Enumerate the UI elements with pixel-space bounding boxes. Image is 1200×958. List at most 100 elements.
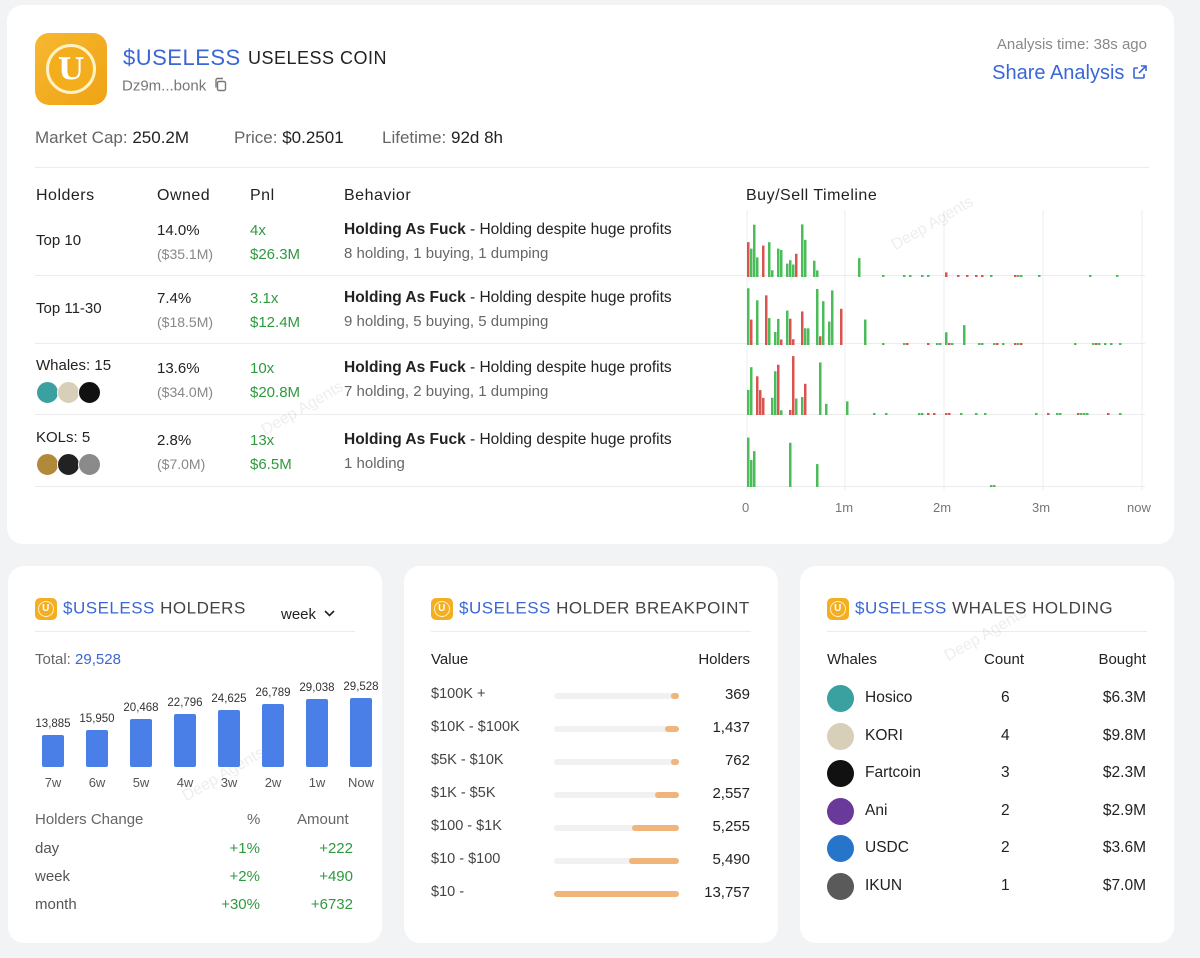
- sell-mark: [966, 275, 969, 277]
- token-symbol[interactable]: $USELESS: [123, 45, 241, 70]
- whale-count: 1: [1001, 877, 1010, 894]
- sell-mark: [957, 275, 960, 277]
- whale-count: 6: [1001, 689, 1010, 706]
- bp-bar-track: [554, 825, 679, 831]
- whale-bought: $9.8M: [1102, 726, 1146, 744]
- whale-bought: $7.0M: [1102, 877, 1146, 894]
- buy-mark: [813, 260, 816, 277]
- behavior-title: Holding As Fuck - Holding despite huge p…: [344, 289, 672, 306]
- behavior-summary: 1 holding: [344, 455, 405, 472]
- sell-mark: [1107, 413, 1110, 415]
- avatar[interactable]: [36, 453, 59, 476]
- whale-bought: $2.9M: [1102, 801, 1146, 819]
- token-logo: U: [35, 33, 107, 105]
- buy-mark: [1086, 413, 1089, 415]
- whale-avatar[interactable]: [827, 835, 854, 863]
- holders-bar[interactable]: [174, 713, 196, 767]
- kol-avatars[interactable]: [36, 453, 101, 476]
- sell-mark: [945, 413, 948, 415]
- avatar[interactable]: [78, 381, 101, 404]
- holders-bar[interactable]: [86, 729, 108, 767]
- bar-category-label: Now: [347, 775, 374, 790]
- bar-value-label: 15,950: [79, 712, 115, 725]
- buy-sell-timeline: [746, 210, 1143, 490]
- behavior-title: Holding As Fuck - Holding despite huge p…: [344, 221, 672, 238]
- bar-value-label: 26,789: [255, 687, 291, 700]
- holders-bar[interactable]: [130, 719, 152, 767]
- bp-holder-count: 369: [724, 686, 750, 703]
- buy-mark: [780, 410, 783, 415]
- holders-bar[interactable]: [42, 734, 64, 767]
- holders-bar[interactable]: [306, 699, 328, 767]
- buy-mark: [747, 437, 750, 487]
- avatar[interactable]: [78, 453, 101, 476]
- share-analysis-link[interactable]: Share Analysis: [992, 62, 1148, 86]
- pnl-usd: $20.8M: [250, 384, 301, 401]
- buy-mark: [753, 224, 756, 277]
- buy-mark: [1092, 343, 1095, 345]
- whale-name[interactable]: Ani: [865, 801, 888, 819]
- bp-range-label: $10 - $100: [431, 851, 501, 867]
- chevron-down-icon: [324, 604, 335, 621]
- whale-name[interactable]: Fartcoin: [865, 764, 921, 782]
- buy-mark: [777, 248, 780, 277]
- buy-mark: [990, 485, 993, 487]
- avatar[interactable]: [57, 381, 80, 404]
- buy-mark: [993, 343, 996, 345]
- sell-mark: [789, 318, 792, 345]
- sell-mark: [1020, 343, 1023, 345]
- change-amount: +222: [319, 840, 353, 857]
- bar-value-label: 29,528: [343, 681, 379, 694]
- buy-mark: [918, 413, 921, 415]
- buy-mark: [1119, 343, 1122, 345]
- whale-avatar[interactable]: [827, 760, 854, 788]
- col-timeline: Buy/Sell Timeline: [746, 187, 878, 204]
- buy-mark: [768, 242, 771, 277]
- behavior-summary: 9 holding, 5 buying, 5 dumping: [344, 313, 549, 330]
- buy-mark: [951, 343, 954, 345]
- holders-bar[interactable]: [350, 698, 372, 767]
- buy-mark: [1104, 343, 1107, 345]
- sell-mark: [819, 336, 822, 345]
- whale-name[interactable]: IKUN: [865, 877, 903, 894]
- sell-mark: [801, 311, 804, 345]
- sell-mark: [765, 295, 768, 345]
- holders-bar[interactable]: [218, 709, 240, 767]
- buy-mark: [774, 371, 777, 415]
- whale-name[interactable]: Hosico: [865, 689, 913, 706]
- buy-mark: [792, 264, 795, 277]
- change-amount: +6732: [310, 896, 353, 913]
- avatar[interactable]: [36, 381, 59, 404]
- behavior-summary: 8 holding, 1 buying, 1 dumping: [344, 245, 549, 262]
- copy-icon[interactable]: [213, 77, 228, 96]
- change-pct: +2%: [229, 868, 260, 885]
- buy-mark: [789, 260, 792, 277]
- price: Price: $0.2501: [234, 128, 344, 147]
- total-holders: Total: 29,528: [35, 651, 121, 668]
- period-select[interactable]: week: [281, 604, 335, 623]
- whale-avatars[interactable]: [36, 381, 101, 404]
- bp-range-label: $100K +: [431, 686, 486, 702]
- whales-holding-card: $USELESS WHALES HOLDING Whales Count Bou…: [800, 566, 1174, 943]
- bp-range-label: $10 -: [431, 884, 465, 900]
- whale-avatar[interactable]: [827, 685, 854, 712]
- sell-mark: [981, 275, 984, 277]
- sell-mark: [948, 343, 951, 345]
- whale-avatar[interactable]: [827, 722, 854, 750]
- whale-avatar[interactable]: [827, 873, 854, 900]
- holders-bar[interactable]: [262, 704, 284, 767]
- sell-mark: [927, 343, 930, 345]
- holders-card: $USELESS HOLDERS week Total: 29,528 Hold…: [8, 566, 382, 943]
- row-label-top10: Top 10: [36, 232, 82, 249]
- buy-mark: [825, 403, 828, 415]
- avatar[interactable]: [57, 453, 80, 476]
- pnl-usd: $12.4M: [250, 314, 301, 331]
- holders-card-title: $USELESS HOLDERS: [35, 598, 246, 620]
- whale-name[interactable]: KORI: [865, 726, 903, 744]
- buy-mark: [819, 362, 822, 415]
- buy-mark: [927, 275, 930, 277]
- whale-avatar[interactable]: [827, 797, 854, 825]
- buy-mark: [1035, 413, 1038, 415]
- whale-name[interactable]: USDC: [865, 839, 909, 857]
- buy-mark: [1119, 413, 1122, 415]
